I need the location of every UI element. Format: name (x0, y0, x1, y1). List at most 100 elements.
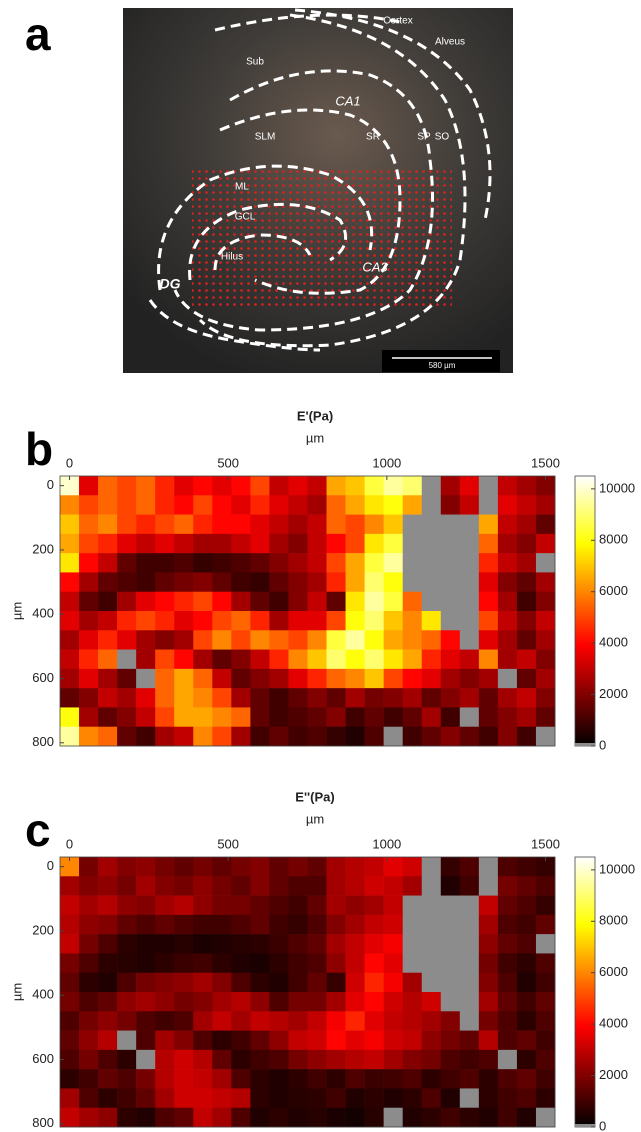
cell (136, 1088, 156, 1109)
cell (364, 876, 384, 896)
cell (60, 934, 80, 954)
cell (155, 668, 175, 689)
cell (478, 668, 499, 689)
cell (212, 1049, 232, 1070)
cell (402, 611, 423, 631)
cell (345, 726, 365, 747)
cell (98, 476, 118, 496)
cell (250, 1088, 270, 1109)
cell (231, 934, 251, 954)
cell (155, 857, 175, 877)
cell (288, 688, 308, 708)
cell (136, 1030, 156, 1051)
cell (402, 533, 423, 554)
cell (79, 591, 99, 612)
cell (364, 514, 384, 535)
cell (98, 1011, 118, 1031)
cell (269, 591, 289, 612)
cell (459, 688, 480, 708)
cell (326, 553, 346, 573)
cell (535, 857, 556, 877)
cell (117, 668, 137, 689)
cell (98, 992, 118, 1012)
cell (440, 611, 461, 631)
x-tick-label: 1000 (372, 455, 401, 470)
cell (79, 1069, 99, 1089)
cell (364, 992, 384, 1012)
cell (117, 876, 137, 896)
cell (421, 649, 442, 670)
cell (516, 857, 537, 877)
cell (402, 688, 423, 708)
cell (307, 895, 327, 916)
cell (98, 726, 118, 747)
cell (345, 895, 365, 916)
cell (79, 553, 99, 573)
cell (174, 533, 194, 554)
cell (79, 953, 99, 974)
cell (421, 514, 442, 535)
cell (269, 630, 289, 650)
cell (98, 611, 118, 631)
cell (402, 591, 423, 612)
panel-letter: a (25, 8, 51, 60)
cell (535, 895, 556, 916)
cell (326, 688, 346, 708)
cell (193, 726, 213, 747)
cell (231, 914, 251, 935)
cell (288, 611, 308, 631)
cell (364, 1107, 384, 1128)
cell (117, 895, 137, 916)
cell (231, 857, 251, 877)
cell (250, 1011, 270, 1031)
cell (98, 1107, 118, 1128)
cell (326, 857, 346, 877)
cell (212, 533, 232, 554)
colorbar-tick-label: 0 (599, 1118, 606, 1132)
cell (516, 476, 537, 496)
cell (60, 992, 80, 1012)
cell (364, 1011, 384, 1031)
cell (459, 934, 480, 954)
cell (535, 1088, 556, 1109)
cell (535, 476, 556, 496)
cell (117, 514, 137, 535)
cell (383, 630, 403, 650)
cell (79, 857, 99, 877)
cell (117, 553, 137, 573)
cell (478, 876, 499, 896)
cell (497, 495, 518, 515)
cell (326, 726, 346, 747)
cell (345, 649, 365, 670)
cell (231, 1107, 251, 1128)
cell (497, 1088, 518, 1109)
cell (117, 707, 137, 728)
cell (212, 1011, 232, 1031)
cell (364, 914, 384, 935)
cell (421, 857, 442, 877)
cell (383, 1011, 403, 1031)
cell (269, 572, 289, 593)
cell (364, 895, 384, 916)
colorbar-tick-label: 8000 (599, 532, 628, 547)
cell (212, 1107, 232, 1128)
cell (383, 1107, 403, 1128)
cell (459, 1069, 480, 1089)
cell (364, 726, 384, 747)
cell (440, 1107, 461, 1128)
cell (402, 1069, 423, 1089)
cell (440, 1030, 461, 1051)
cell (269, 553, 289, 573)
cell (497, 895, 518, 916)
cell (136, 649, 156, 670)
cell (459, 611, 480, 631)
cell (440, 572, 461, 593)
cell (60, 572, 80, 593)
cell (98, 1088, 118, 1109)
cell (440, 992, 461, 1012)
region-label: Cortex (383, 16, 412, 27)
cell (402, 895, 423, 916)
cell (174, 591, 194, 612)
cell (516, 688, 537, 708)
cell (250, 914, 270, 935)
